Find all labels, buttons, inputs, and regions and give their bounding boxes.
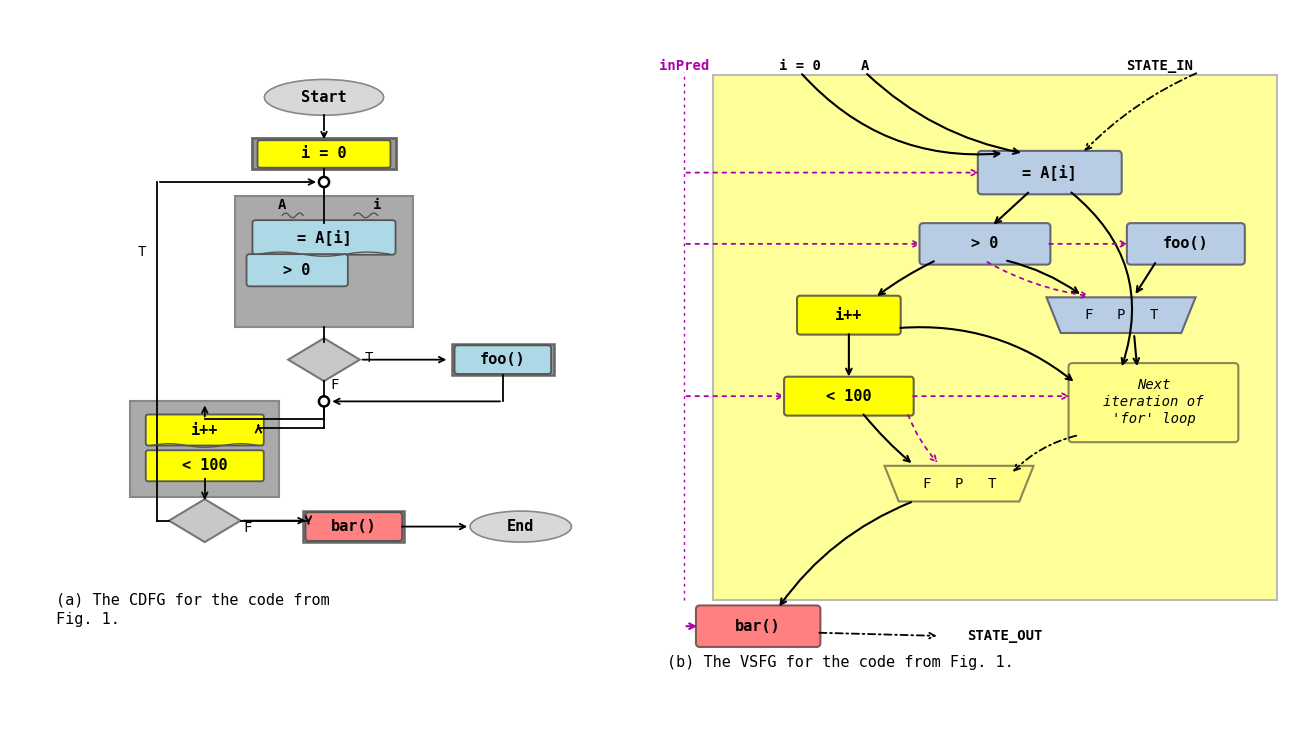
Text: = A[i]: = A[i] [1023,164,1077,181]
Text: > 0: > 0 [284,263,311,277]
FancyBboxPatch shape [919,223,1050,265]
Text: i: i [373,197,382,211]
FancyBboxPatch shape [145,415,264,446]
Bar [303,511,404,542]
Text: bar(): bar() [735,619,781,633]
Polygon shape [168,499,241,542]
Text: T: T [364,352,373,366]
Bar [131,401,280,497]
Text: STATE_OUT: STATE_OUT [967,629,1042,643]
Text: F: F [330,378,340,392]
FancyBboxPatch shape [145,450,264,482]
FancyBboxPatch shape [246,254,347,286]
Polygon shape [884,466,1033,501]
FancyBboxPatch shape [696,606,820,647]
Text: A: A [279,197,286,211]
Bar [253,139,395,170]
Polygon shape [288,338,360,381]
FancyBboxPatch shape [1068,363,1238,442]
Ellipse shape [319,396,329,407]
Bar [235,196,413,327]
FancyBboxPatch shape [258,140,390,167]
Text: T: T [137,245,146,259]
Polygon shape [1047,297,1195,333]
Text: i++: i++ [191,423,219,437]
Text: A: A [861,59,870,73]
Text: Start: Start [301,90,347,105]
Text: i = 0: i = 0 [301,147,347,161]
Text: < 100: < 100 [181,458,228,473]
Text: (a) The CDFG for the code from
Fig. 1.: (a) The CDFG for the code from Fig. 1. [56,592,329,627]
Text: T: T [1150,308,1157,322]
Text: foo(): foo() [1163,236,1209,251]
Text: P: P [1117,308,1125,322]
Text: bar(): bar() [330,519,377,534]
Text: (b) The VSFG for the code from Fig. 1.: (b) The VSFG for the code from Fig. 1. [667,655,1015,670]
Text: > 0: > 0 [971,236,999,251]
Text: iteration of: iteration of [1103,395,1204,409]
FancyBboxPatch shape [253,220,395,255]
FancyBboxPatch shape [797,296,901,335]
FancyBboxPatch shape [1128,223,1244,265]
Text: F: F [923,476,931,490]
Text: < 100: < 100 [826,389,872,404]
Text: F: F [1085,308,1093,322]
Text: T: T [988,476,995,490]
Text: inPred: inPred [658,59,709,73]
FancyBboxPatch shape [455,346,551,374]
FancyBboxPatch shape [784,377,914,415]
Ellipse shape [319,177,329,187]
Text: i++: i++ [835,308,863,323]
FancyBboxPatch shape [306,512,402,541]
Text: STATE_IN: STATE_IN [1126,59,1194,73]
Text: 'for' loop: 'for' loop [1112,412,1195,426]
Text: foo(): foo() [480,352,526,367]
Text: = A[i]: = A[i] [297,230,351,245]
Ellipse shape [264,79,384,115]
Text: Next: Next [1137,378,1170,392]
Text: F: F [244,521,251,535]
FancyBboxPatch shape [713,76,1277,600]
Text: P: P [955,476,963,490]
Text: End: End [507,519,534,534]
FancyBboxPatch shape [978,151,1122,195]
Text: i = 0: i = 0 [779,59,822,73]
Ellipse shape [470,511,572,542]
Bar [452,344,553,375]
